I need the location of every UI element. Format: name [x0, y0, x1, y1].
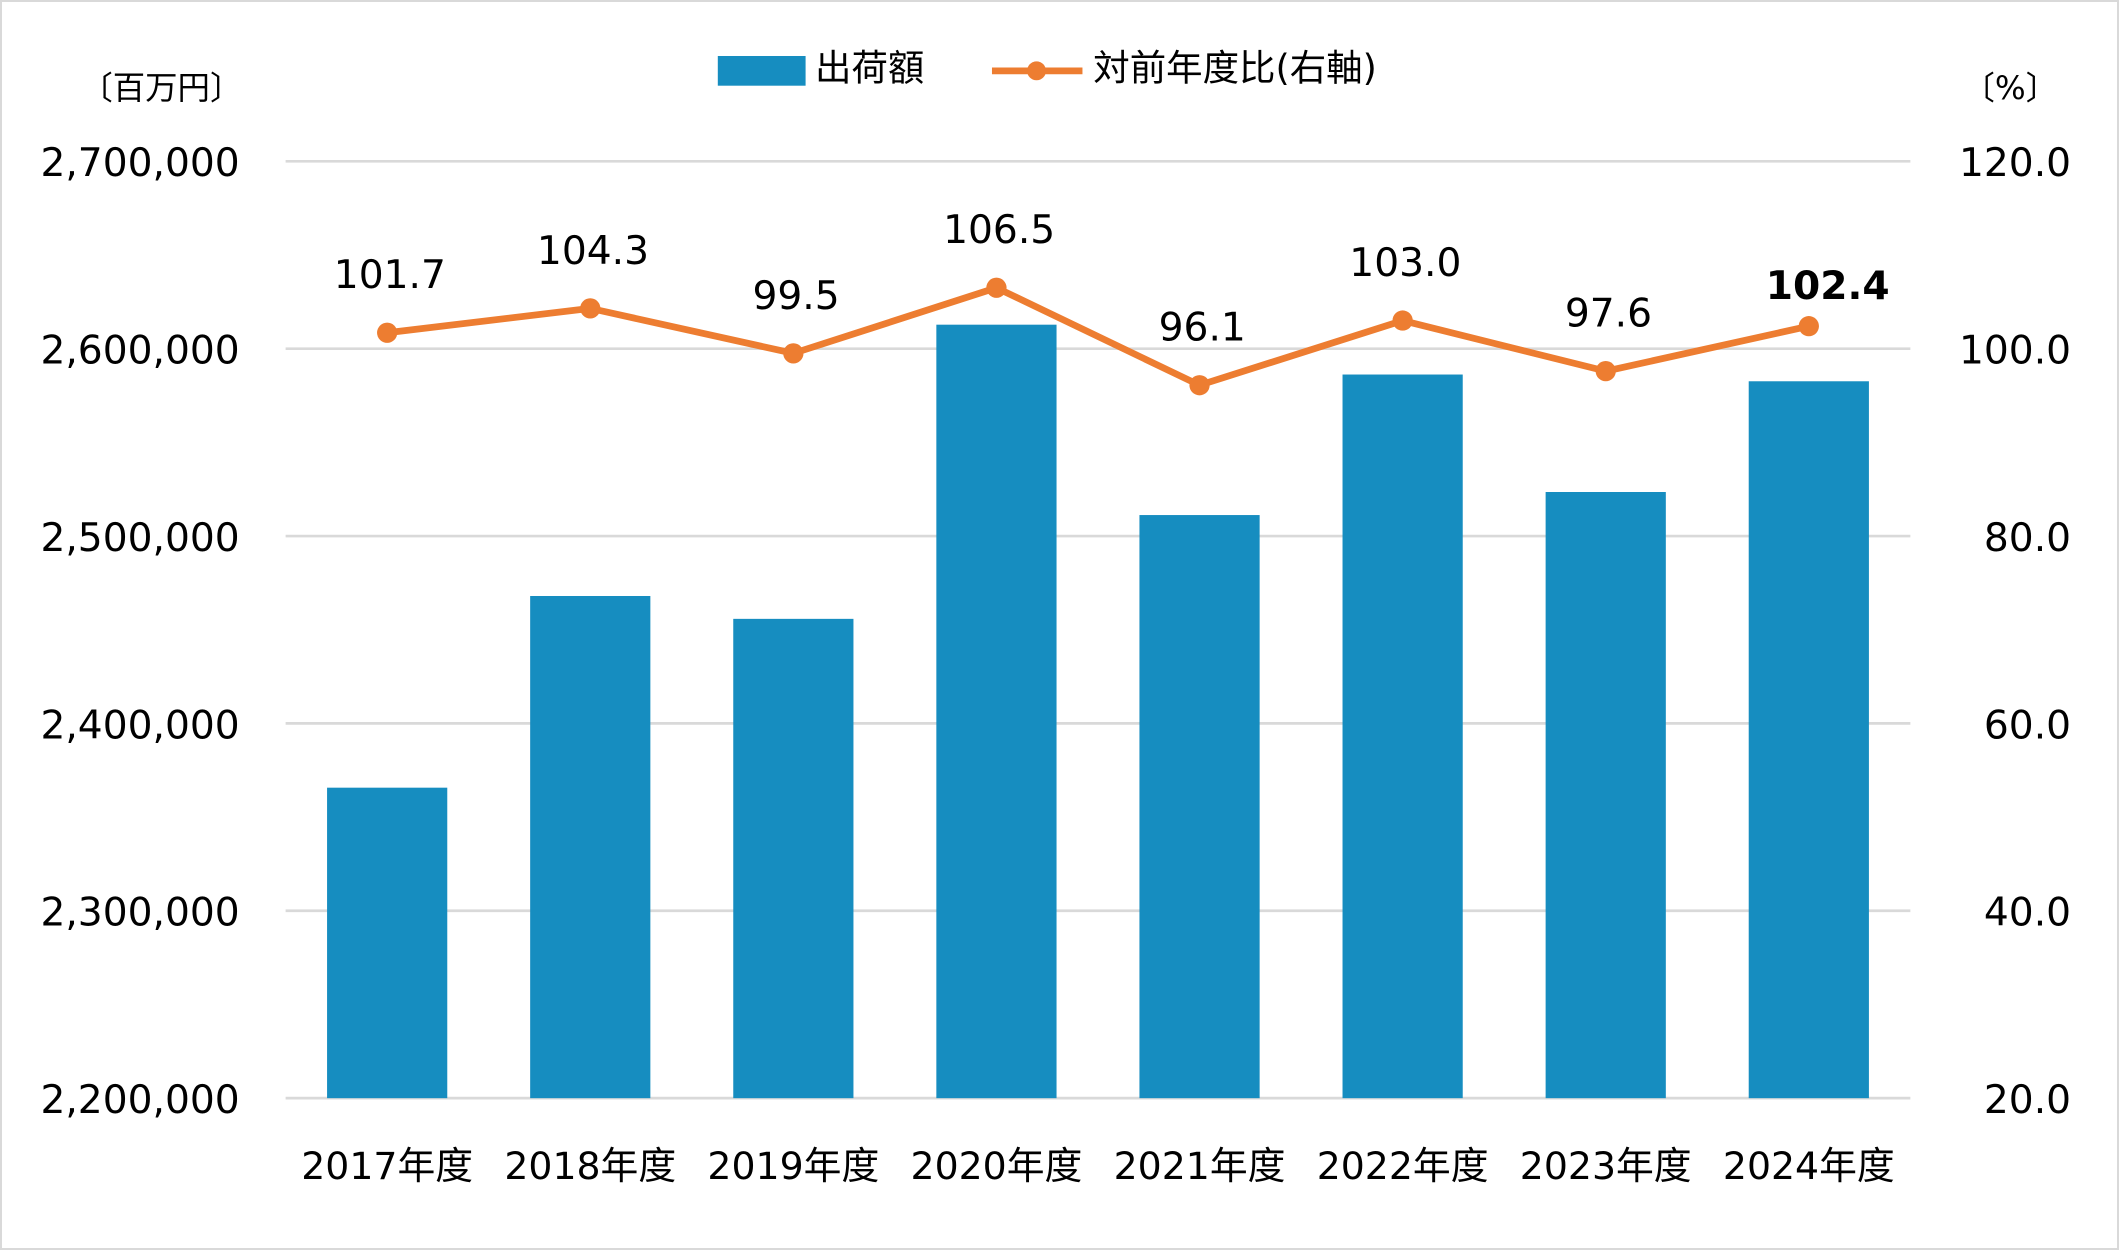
ratio-marker — [377, 322, 398, 343]
bar — [1342, 374, 1463, 1099]
bar — [936, 324, 1057, 1099]
right-tick-label: 60.0 — [1984, 703, 2071, 748]
category-label: 2017年度 — [301, 1144, 473, 1188]
right-tick-label: 80.0 — [1984, 516, 2071, 561]
legend-bar-swatch — [717, 55, 806, 86]
left-tick-label: 2,500,000 — [40, 516, 239, 561]
bar — [1139, 515, 1260, 1099]
category-label: 2019年度 — [707, 1144, 879, 1188]
legend-bar-label: 出荷額 — [815, 46, 924, 89]
legend-line-label: 対前年度比(右軸) — [1093, 46, 1377, 89]
ratio-data-label: 104.3 — [537, 229, 649, 274]
category-label: 2024年度 — [1723, 1144, 1895, 1188]
left-tick-label: 2,200,000 — [40, 1078, 239, 1123]
ratio-data-label: 99.5 — [752, 274, 839, 319]
category-label: 2021年度 — [1114, 1144, 1286, 1188]
category-label: 2023年度 — [1520, 1144, 1692, 1188]
ratio-marker — [1189, 375, 1210, 396]
ratio-marker — [580, 298, 601, 319]
ratio-marker — [1595, 361, 1616, 382]
ratio-marker — [1392, 310, 1413, 331]
ratio-data-label: 106.5 — [943, 208, 1055, 253]
bar — [530, 595, 651, 1099]
right-tick-label: 120.0 — [1959, 141, 2071, 186]
right-tick-label: 100.0 — [1959, 329, 2071, 374]
left-tick-label: 2,300,000 — [40, 891, 239, 936]
ratio-marker — [783, 343, 804, 364]
ratio-data-label: 97.6 — [1565, 292, 1652, 337]
right-axis-unit: 〔%〕 — [1963, 69, 2059, 107]
bar — [733, 618, 854, 1099]
category-label: 2018年度 — [504, 1144, 676, 1188]
right-tick-label: 40.0 — [1984, 891, 2071, 936]
category-label: 2020年度 — [911, 1144, 1083, 1188]
ratio-data-label: 101.7 — [334, 253, 446, 298]
ratio-line — [386, 284, 1810, 389]
left-tick-label: 2,400,000 — [40, 703, 239, 748]
ratio-data-label: 102.4 — [1766, 264, 1890, 309]
left-axis-unit: 〔百万円〕 — [80, 69, 242, 107]
ratio-data-label: 103.0 — [1349, 241, 1461, 286]
ratio-data-label: 96.1 — [1159, 306, 1246, 351]
left-tick-label: 2,700,000 — [40, 141, 239, 186]
bar — [1545, 492, 1666, 1099]
right-tick-label: 20.0 — [1984, 1078, 2071, 1123]
bar — [1748, 381, 1869, 1099]
ratio-marker — [1798, 316, 1819, 337]
ratio-marker — [986, 277, 1007, 298]
left-tick-label: 2,600,000 — [40, 329, 239, 374]
bar — [327, 787, 448, 1099]
legend: 出荷額 対前年度比(右軸) — [717, 46, 1377, 89]
legend-line-marker — [1027, 61, 1046, 81]
category-label: 2022年度 — [1317, 1144, 1489, 1188]
